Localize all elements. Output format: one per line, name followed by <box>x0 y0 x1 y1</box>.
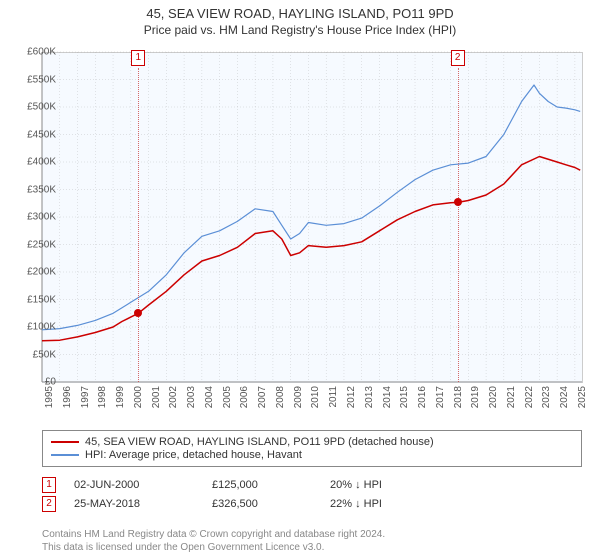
sale-date: 25-MAY-2018 <box>74 498 194 510</box>
y-tick-label: £300K <box>16 212 56 223</box>
y-tick-label: £150K <box>16 294 56 305</box>
sale-marker-line <box>138 68 139 382</box>
x-tick-label: 2004 <box>204 386 215 408</box>
sale-price: £326,500 <box>212 498 312 510</box>
legend-box: 45, SEA VIEW ROAD, HAYLING ISLAND, PO11 … <box>42 430 582 467</box>
x-tick-label: 2001 <box>151 386 162 408</box>
x-tick-label: 2021 <box>506 386 517 408</box>
footer-line1: Contains HM Land Registry data © Crown c… <box>42 528 582 541</box>
x-tick-label: 2022 <box>524 386 535 408</box>
x-tick-label: 1996 <box>62 386 73 408</box>
y-tick-label: £450K <box>16 129 56 140</box>
sale-row: 1 02-JUN-2000 £125,000 20% ↓ HPI <box>42 477 582 493</box>
x-tick-label: 2011 <box>328 386 339 408</box>
x-tick-label: 2005 <box>222 386 233 408</box>
legend-label-hpi: HPI: Average price, detached house, Hava… <box>85 449 302 461</box>
x-tick-label: 2023 <box>541 386 552 408</box>
y-tick-label: £350K <box>16 184 56 195</box>
legend-row-hpi: HPI: Average price, detached house, Hava… <box>51 449 573 461</box>
x-tick-label: 2008 <box>275 386 286 408</box>
x-tick-label: 1995 <box>44 386 55 408</box>
x-tick-label: 2013 <box>364 386 375 408</box>
sale-marker-line <box>458 68 459 382</box>
sale-marker-index: 2 <box>451 50 465 66</box>
y-tick-label: £500K <box>16 102 56 113</box>
y-tick-label: £100K <box>16 322 56 333</box>
x-tick-label: 2006 <box>239 386 250 408</box>
sale-delta: 22% ↓ HPI <box>330 498 382 510</box>
sale-index: 2 <box>42 496 56 512</box>
x-tick-label: 2002 <box>168 386 179 408</box>
sale-delta: 20% ↓ HPI <box>330 479 382 491</box>
x-tick-label: 1998 <box>97 386 108 408</box>
y-tick-label: £550K <box>16 74 56 85</box>
x-tick-label: 2024 <box>559 386 570 408</box>
footer-attribution: Contains HM Land Registry data © Crown c… <box>42 528 582 554</box>
legend-swatch-property <box>51 441 79 443</box>
x-tick-label: 2003 <box>186 386 197 408</box>
x-tick-label: 2019 <box>470 386 481 408</box>
x-tick-label: 2017 <box>435 386 446 408</box>
x-tick-label: 2012 <box>346 386 357 408</box>
legend-swatch-hpi <box>51 454 79 456</box>
x-tick-label: 2007 <box>257 386 268 408</box>
y-tick-label: £50K <box>16 349 56 360</box>
x-tick-label: 2025 <box>577 386 588 408</box>
x-tick-label: 2014 <box>382 386 393 408</box>
sale-marker-dot <box>134 309 142 317</box>
y-tick-label: £600K <box>16 47 56 58</box>
y-tick-label: £200K <box>16 267 56 278</box>
x-tick-label: 2000 <box>133 386 144 408</box>
chart-titles: 45, SEA VIEW ROAD, HAYLING ISLAND, PO11 … <box>0 0 600 37</box>
plot-area <box>42 52 582 382</box>
x-tick-label: 2010 <box>310 386 321 408</box>
sale-index: 1 <box>42 477 56 493</box>
x-tick-label: 2015 <box>399 386 410 408</box>
x-tick-label: 2016 <box>417 386 428 408</box>
legend-label-property: 45, SEA VIEW ROAD, HAYLING ISLAND, PO11 … <box>85 436 434 448</box>
chart-subtitle: Price paid vs. HM Land Registry's House … <box>0 23 600 37</box>
sale-marker-index: 1 <box>131 50 145 66</box>
x-tick-label: 1999 <box>115 386 126 408</box>
x-tick-label: 2020 <box>488 386 499 408</box>
chart-container: 45, SEA VIEW ROAD, HAYLING ISLAND, PO11 … <box>0 0 600 560</box>
sale-price: £125,000 <box>212 479 312 491</box>
sales-table: 1 02-JUN-2000 £125,000 20% ↓ HPI 2 25-MAY-201… <box>42 474 582 515</box>
chart-title: 45, SEA VIEW ROAD, HAYLING ISLAND, PO11 … <box>0 6 600 21</box>
sale-row: 2 25-MAY-2018 £326,500 22% ↓ HPI <box>42 496 582 512</box>
sale-marker-dot <box>454 198 462 206</box>
sale-date: 02-JUN-2000 <box>74 479 194 491</box>
legend-row-property: 45, SEA VIEW ROAD, HAYLING ISLAND, PO11 … <box>51 436 573 448</box>
x-tick-label: 2009 <box>293 386 304 408</box>
x-tick-label: 2018 <box>453 386 464 408</box>
y-tick-label: £400K <box>16 157 56 168</box>
plot-svg <box>42 52 582 382</box>
y-tick-label: £250K <box>16 239 56 250</box>
footer-line2: This data is licensed under the Open Gov… <box>42 541 582 554</box>
x-tick-label: 1997 <box>80 386 91 408</box>
